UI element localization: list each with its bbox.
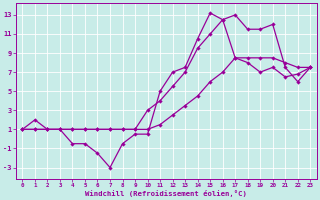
X-axis label: Windchill (Refroidissement éolien,°C): Windchill (Refroidissement éolien,°C) bbox=[85, 190, 247, 197]
